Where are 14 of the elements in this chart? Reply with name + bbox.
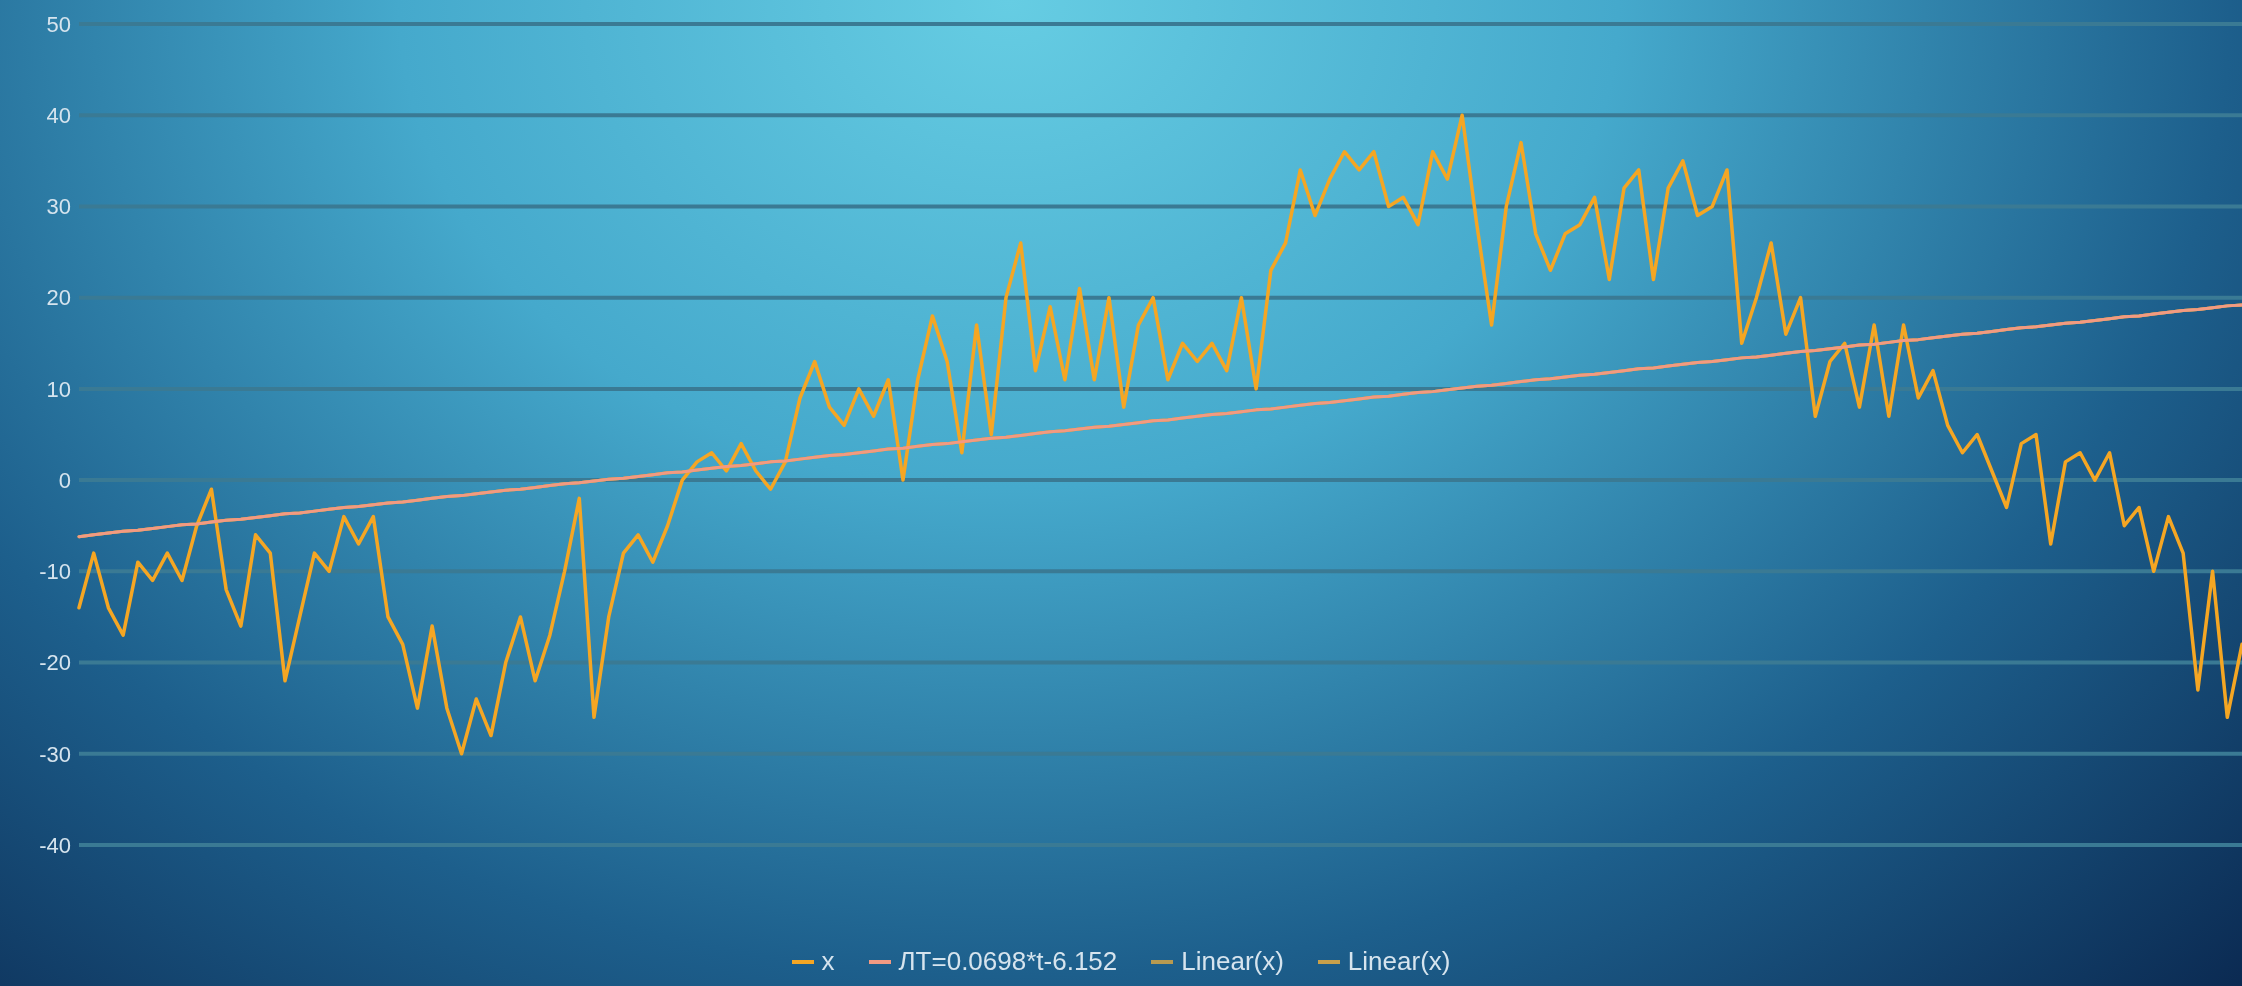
y-tick-label: -30 [39, 741, 71, 767]
y-tick-label: 20 [46, 285, 71, 311]
y-tick-label: -10 [39, 559, 71, 585]
y-tick-label: -20 [39, 650, 71, 676]
y-tick-label: 10 [46, 376, 71, 402]
y-tick-label: 30 [46, 194, 71, 220]
y-tick-label: 40 [46, 103, 71, 129]
legend-label: Linear(x) [1181, 946, 1284, 977]
y-tick-label: 0 [58, 467, 71, 493]
legend-label: ЛТ=0.0698*t-6.152 [898, 946, 1118, 977]
legend-label: x [821, 946, 835, 977]
legend-label: Linear(x) [1347, 946, 1451, 977]
y-tick-label: -40 [39, 832, 71, 858]
y-tick-label: 50 [46, 11, 71, 37]
